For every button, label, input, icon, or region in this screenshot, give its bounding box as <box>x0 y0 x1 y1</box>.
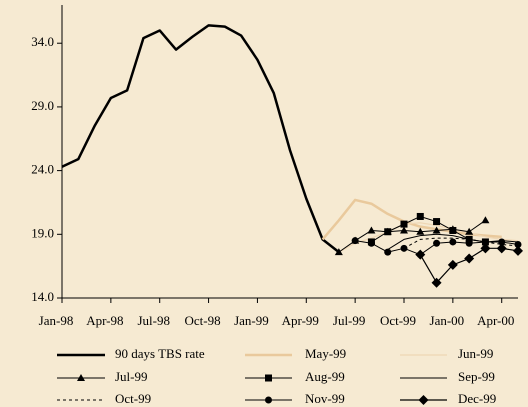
legend-label: May-99 <box>305 346 346 361</box>
series-line <box>419 247 519 284</box>
point-marker <box>351 237 359 245</box>
series-line <box>387 233 519 251</box>
point-marker <box>481 238 489 246</box>
point-marker <box>465 227 474 235</box>
point-marker <box>384 248 392 256</box>
x-tick-label: Apr-99 <box>282 313 319 328</box>
y-tick-label: 14.0 <box>31 289 54 304</box>
x-tick-label: Jan-00 <box>430 313 465 328</box>
x-tick-label: Oct-98 <box>185 313 221 328</box>
legend-marker <box>265 396 272 404</box>
legend-label: Nov-99 <box>305 391 345 406</box>
point-marker <box>498 238 506 246</box>
point-marker <box>400 220 408 228</box>
point-marker <box>367 239 375 247</box>
legend-label: 90 days TBS rate <box>115 346 205 361</box>
legend-marker <box>77 374 85 381</box>
point-marker <box>433 239 441 247</box>
y-tick-label: 34.0 <box>31 34 54 49</box>
legend-label: Aug-99 <box>305 369 345 384</box>
series-line <box>61 24 340 254</box>
point-marker <box>449 226 457 234</box>
legend-label: Jul-99 <box>115 369 148 384</box>
legend-label: Dec-99 <box>458 391 496 406</box>
point-marker <box>481 216 490 224</box>
y-tick-label: 29.0 <box>31 98 54 113</box>
point-marker <box>514 240 522 248</box>
series-line <box>338 219 486 253</box>
x-tick-label: Apr-98 <box>86 313 123 328</box>
y-tick-label: 24.0 <box>31 162 54 177</box>
x-tick-label: Jan-98 <box>39 313 74 328</box>
point-marker <box>464 253 475 264</box>
point-marker <box>480 243 491 254</box>
x-tick-label: Jan-99 <box>234 313 269 328</box>
legend-label: Jun-99 <box>458 346 493 361</box>
legend-marker <box>265 374 272 382</box>
x-tick-label: Apr-00 <box>477 313 514 328</box>
series-line <box>321 198 502 241</box>
point-marker <box>415 249 426 260</box>
legend-label: Sep-99 <box>458 369 495 384</box>
point-marker <box>496 243 507 254</box>
x-tick-label: Jul-98 <box>137 313 170 328</box>
point-marker <box>416 227 425 235</box>
legend-marker <box>418 395 429 405</box>
point-marker <box>513 245 523 256</box>
point-marker <box>416 212 424 220</box>
point-marker <box>449 238 457 246</box>
point-marker <box>465 239 473 247</box>
point-marker <box>431 277 442 288</box>
point-marker <box>400 244 408 252</box>
legend-label: Oct-99 <box>115 391 151 406</box>
point-marker <box>447 259 458 270</box>
point-marker <box>433 218 441 226</box>
point-marker <box>432 226 441 234</box>
x-tick-label: Jul-99 <box>333 313 366 328</box>
y-tick-label: 19.0 <box>31 225 54 240</box>
point-marker <box>384 228 392 236</box>
point-marker <box>400 226 408 234</box>
point-marker <box>367 226 376 234</box>
x-tick-label: Oct-99 <box>380 313 416 328</box>
point-marker <box>334 248 343 256</box>
